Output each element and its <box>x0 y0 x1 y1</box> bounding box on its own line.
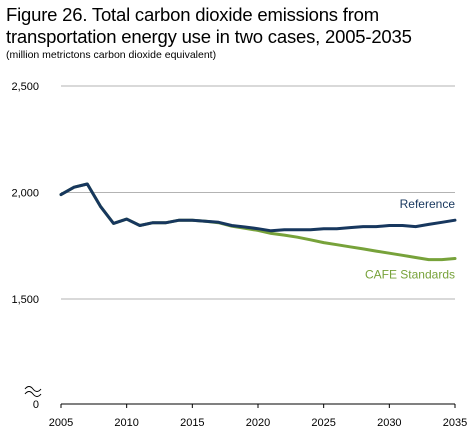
y-tick-label: 0 <box>33 399 39 411</box>
y-tick-label: 2,500 <box>11 81 39 93</box>
y-tick-label: 2,000 <box>11 188 39 200</box>
series-label: CAFE Standards <box>365 268 455 282</box>
x-tick-label: 2035 <box>443 417 467 429</box>
chart-title: Figure 26. Total carbon dioxide emission… <box>6 4 412 47</box>
chart-subtitle: (million metrictons carbon dioxide equiv… <box>6 49 217 61</box>
axis-break-stroke <box>24 391 42 397</box>
x-tick-label: 2020 <box>246 417 270 429</box>
x-tick-label: 2015 <box>180 417 204 429</box>
x-tick-label: 2010 <box>114 417 138 429</box>
x-tick-label: 2025 <box>311 417 335 429</box>
x-tick-label: 2030 <box>377 417 401 429</box>
x-tick-label: 2005 <box>49 417 73 429</box>
series-label: Reference <box>400 197 456 211</box>
y-tick-label: 1,500 <box>11 294 39 306</box>
axis-break-icon <box>24 386 42 397</box>
axis-break-stroke <box>24 386 42 392</box>
series-line-reference <box>59 182 457 233</box>
